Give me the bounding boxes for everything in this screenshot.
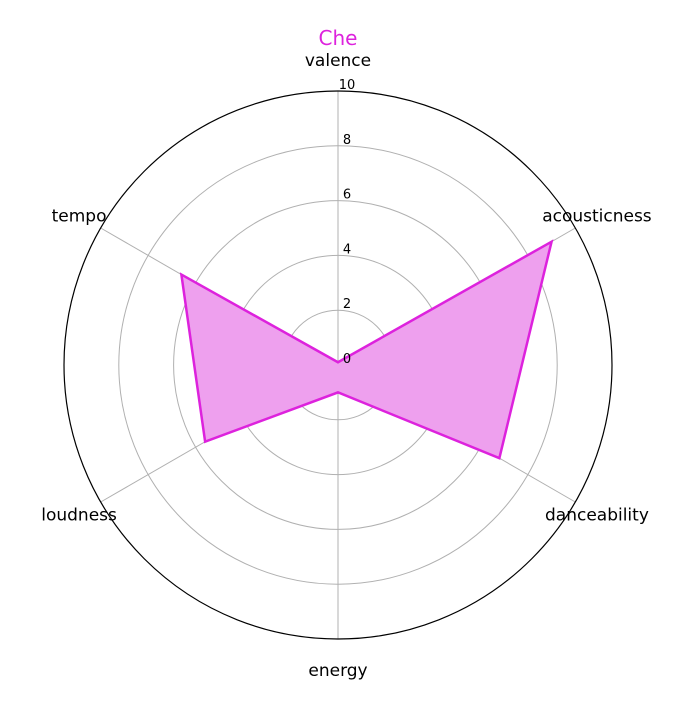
r-tick-label: 2 — [343, 297, 351, 312]
series-fill — [181, 241, 552, 459]
axis-label-tempo: tempo — [52, 207, 107, 227]
radar-series — [179, 239, 554, 460]
r-tick-label: 4 — [343, 242, 351, 257]
axis-label-acousticness: acousticness — [542, 207, 652, 227]
axis-label-danceability: danceability — [545, 506, 649, 526]
chart-title: Che — [319, 26, 358, 50]
axis-label-energy: energy — [308, 661, 367, 681]
r-tick-label: 8 — [343, 133, 351, 148]
radar-labels: 0 2 4 6 8 10 valence acousticness danceability en… — [41, 51, 652, 681]
r-tick-label: 6 — [343, 188, 351, 203]
r-tick-label: 10 — [339, 78, 356, 93]
axis-label-loudness: loudness — [41, 506, 117, 526]
outer-frame — [63, 90, 613, 640]
axis-label-valence: valence — [305, 51, 371, 71]
r-tick-label: 0 — [343, 352, 351, 367]
